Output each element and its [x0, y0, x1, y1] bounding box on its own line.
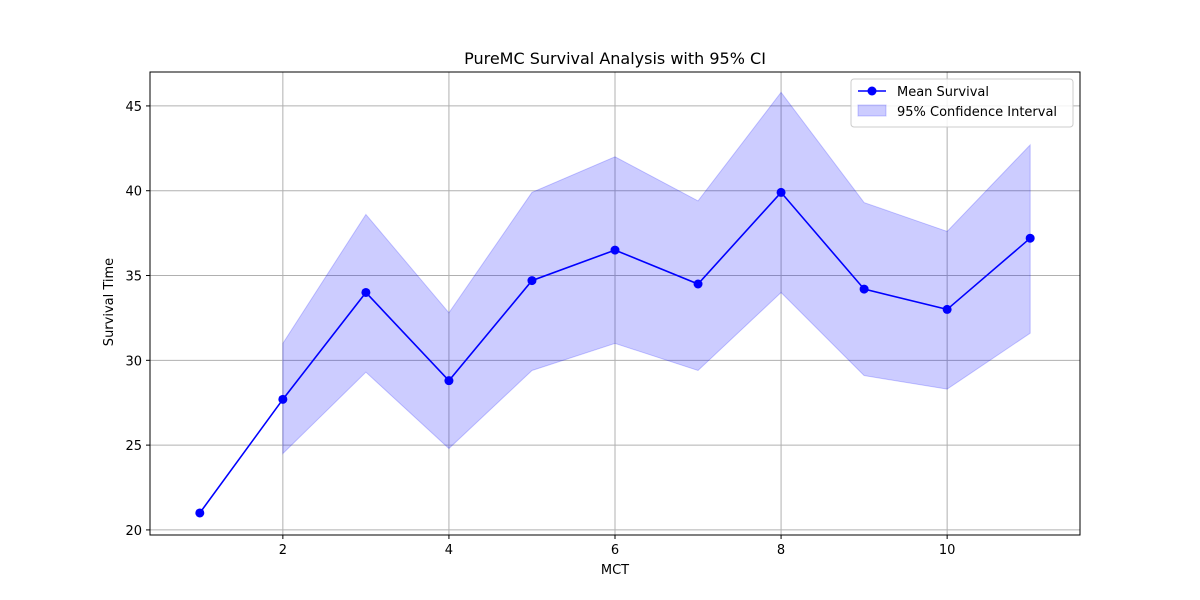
x-tick-label: 2	[279, 543, 287, 558]
legend-label-mean-survival: Mean Survival	[897, 85, 989, 100]
mean-survival-point	[942, 304, 952, 314]
mean-survival-point	[278, 394, 288, 404]
legend-marker-swatch	[867, 86, 877, 96]
y-tick-label: 30	[125, 354, 142, 369]
y-tick-label: 45	[125, 100, 142, 115]
mean-survival-point	[859, 284, 869, 294]
x-tick-label: 4	[445, 543, 453, 558]
x-axis-label: MCT	[601, 563, 629, 578]
y-tick-label: 35	[125, 270, 142, 285]
series-points-layer	[195, 187, 1035, 518]
y-tick-label: 25	[125, 439, 142, 454]
y-tick-label: 40	[125, 185, 142, 200]
legend: Mean Survival 95% Confidence Interval	[850, 78, 1074, 128]
legend-label-confidence-interval: 95% Confidence Interval	[897, 105, 1057, 120]
x-tick-label: 10	[939, 543, 956, 558]
x-tick-label: 6	[611, 543, 619, 558]
x-tick-label: 8	[777, 543, 785, 558]
mean-survival-point	[527, 276, 537, 286]
mean-survival-point	[195, 508, 205, 518]
chart-title: PureMC Survival Analysis with 95% CI	[464, 49, 766, 68]
confidence-band-layer	[282, 91, 1031, 455]
x-axis-ticks: 2 4 6 8 10	[279, 535, 956, 558]
mean-survival-point	[444, 376, 454, 386]
mean-survival-point	[776, 187, 786, 197]
mean-survival-point	[693, 279, 703, 289]
mean-survival-point	[361, 287, 371, 297]
y-tick-label: 20	[125, 524, 142, 539]
legend-band-swatch	[857, 104, 887, 117]
legend-box	[850, 78, 1074, 128]
mean-survival-point	[610, 245, 620, 255]
mean-survival-point	[1025, 233, 1035, 243]
y-axis-label: Survival Time	[102, 258, 117, 346]
confidence-band	[282, 91, 1031, 455]
y-axis-ticks: 20 25 30 35 40 45	[125, 100, 150, 539]
